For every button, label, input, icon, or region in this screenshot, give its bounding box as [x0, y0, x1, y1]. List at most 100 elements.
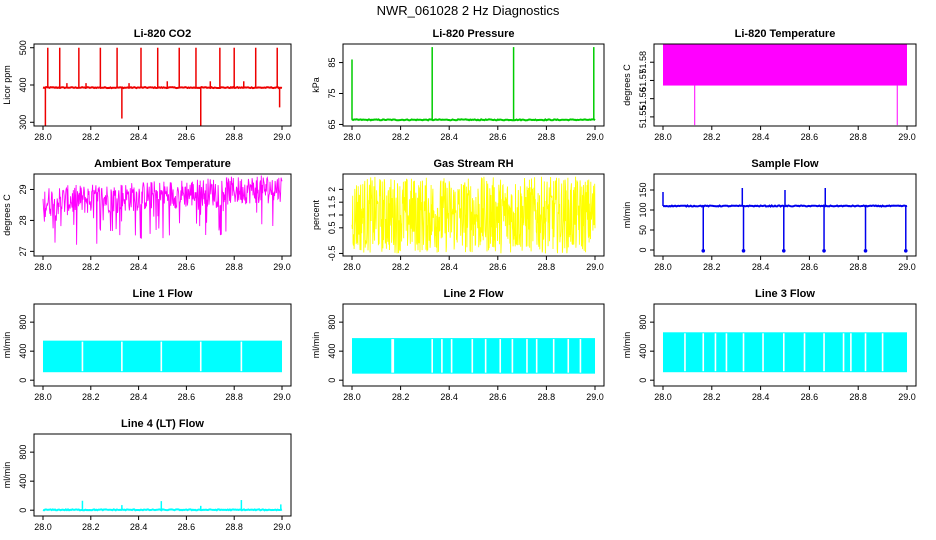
panel-temperature: Li-820 Temperature degrees C 28.0 28.2 28.4 2…	[622, 28, 917, 142]
ytick-label-line1-0: 0	[18, 378, 28, 383]
panel-box_temp: Ambient Box Temperature degrees C 28.0 28.2…	[2, 158, 292, 272]
xtick-label-temperature-1: 28.2	[703, 132, 721, 142]
xtick-label-line1-1: 28.2	[82, 392, 100, 402]
panel-title-line2: Line 2 Flow	[444, 288, 504, 300]
frame-co2	[33, 43, 292, 127]
xtick-label-box_temp-1: 28.2	[82, 262, 100, 272]
ytick-label-line1-1: 400	[18, 344, 28, 359]
xtick-label-pressure-1: 28.2	[392, 132, 410, 142]
series-temperature	[663, 44, 907, 126]
ytick-label-temperature-3: 51.58	[638, 51, 648, 74]
xtick-label-sample_flow-3: 28.6	[801, 262, 819, 272]
panel-title-temperature: Li-820 Temperature	[735, 28, 836, 40]
frame-box_temp	[33, 173, 292, 257]
ylabel-sample_flow: ml/min	[622, 202, 632, 229]
gap-line2-12	[567, 339, 570, 373]
xtick-label-line2-5: 29.0	[586, 392, 604, 402]
frame-pressure	[342, 43, 605, 127]
gap-line3-1	[702, 333, 705, 372]
xtick-label-pressure-0: 28.0	[343, 132, 361, 142]
ytick-label-co2-2: 500	[18, 40, 28, 55]
ytick-label-line4-2: 800	[18, 445, 28, 460]
xtick-label-pressure-3: 28.6	[489, 132, 507, 142]
gap-line2-7	[499, 339, 502, 373]
gap-line2-4	[450, 339, 453, 373]
xtick-label-sample_flow-0: 28.0	[654, 262, 672, 272]
series-line3	[663, 332, 907, 373]
xtick-label-line3-5: 29.0	[898, 392, 916, 402]
gap-line1-3	[199, 341, 202, 372]
ylabel-temperature: degrees C	[622, 64, 632, 106]
gap-line3-4	[742, 333, 745, 372]
xtick-label-box_temp-5: 29.0	[273, 262, 291, 272]
spike-end-sample_flow-6	[822, 249, 826, 253]
gap-line3-12	[881, 333, 884, 372]
ytick-label-box_temp-1: 28	[18, 215, 28, 225]
xtick-label-temperature-3: 28.6	[801, 132, 819, 142]
ytick-label-line4-1: 400	[18, 474, 28, 489]
xtick-label-line2-0: 28.0	[343, 392, 361, 402]
gap-line1-2	[160, 341, 163, 372]
ylabel-box_temp: degrees C	[2, 194, 12, 236]
series-line4	[42, 500, 283, 512]
main-title: NWR_061028 2 Hz Diagnostics	[376, 3, 560, 18]
gap-line3-6	[782, 333, 785, 372]
gap-line2-3	[441, 339, 443, 373]
band-line1	[43, 340, 282, 373]
ytick-label-box_temp-2: 29	[18, 184, 28, 194]
ytick-label-rh-3: 1.5	[327, 196, 337, 209]
spike-end-sample_flow-3	[741, 249, 746, 253]
xtick-label-line1-4: 28.8	[225, 392, 243, 402]
xtick-label-co2-0: 28.0	[34, 132, 52, 142]
xtick-label-pressure-5: 29.0	[586, 132, 604, 142]
frame-sample_flow	[653, 173, 917, 257]
xtick-label-rh-3: 28.6	[489, 262, 507, 272]
xtick-label-line1-5: 29.0	[273, 392, 291, 402]
xtick-label-sample_flow-4: 28.8	[849, 262, 867, 272]
xtick-label-line3-2: 28.4	[752, 392, 770, 402]
xtick-label-line3-1: 28.2	[703, 392, 721, 402]
series-rh	[351, 176, 596, 254]
gap-line2-10	[535, 339, 538, 373]
xtick-label-line1-2: 28.4	[130, 392, 148, 402]
xtick-label-co2-3: 28.6	[178, 132, 196, 142]
series-co2	[42, 47, 283, 126]
ylabel-pressure: kPa	[311, 77, 321, 93]
xtick-label-box_temp-3: 28.6	[178, 262, 196, 272]
gap-line3-3	[725, 333, 728, 372]
ytick-label-line3-0: 0	[638, 378, 648, 383]
xtick-label-pressure-2: 28.4	[440, 132, 458, 142]
xtick-label-co2-5: 29.0	[273, 132, 291, 142]
gap-line3-0	[684, 333, 686, 372]
gap-line3-8	[823, 333, 825, 372]
ytick-label-sample_flow-0: 0	[638, 247, 648, 252]
gap-line3-7	[803, 333, 806, 372]
xtick-label-co2-2: 28.4	[130, 132, 148, 142]
xtick-label-temperature-0: 28.0	[654, 132, 672, 142]
xtick-label-line4-0: 28.0	[34, 522, 52, 532]
ytick-label-pressure-2: 85	[327, 58, 337, 68]
xtick-label-temperature-2: 28.4	[752, 132, 770, 142]
spike-end-sample_flow-1	[701, 249, 706, 253]
gap-line3-2	[714, 333, 717, 372]
gap-line2-0	[391, 339, 393, 373]
xtick-label-line2-2: 28.4	[440, 392, 458, 402]
series-line2	[352, 338, 595, 374]
panel-title-co2: Li-820 CO2	[134, 28, 191, 40]
panel-title-line1: Line 1 Flow	[133, 288, 193, 300]
xtick-label-co2-1: 28.2	[82, 132, 100, 142]
panel-line2: Line 2 Flow ml/min 28.0 28.2 28.4 28.6 28.8 29.…	[311, 288, 605, 402]
ytick-label-line3-2: 800	[638, 315, 648, 330]
xtick-label-line2-1: 28.2	[392, 392, 410, 402]
panel-title-line4: Line 4 (LT) Flow	[121, 418, 204, 430]
gap-line3-9	[842, 333, 845, 372]
ytick-label-line3-1: 400	[638, 344, 648, 359]
gap-line1-4	[240, 341, 243, 372]
ytick-label-line1-2: 800	[18, 315, 28, 330]
ytick-label-rh-4: 2	[327, 187, 337, 192]
frame-temperature	[653, 43, 917, 127]
xtick-label-rh-0: 28.0	[343, 262, 361, 272]
baseline-pressure	[351, 118, 596, 122]
gap-line1-1	[121, 341, 123, 372]
